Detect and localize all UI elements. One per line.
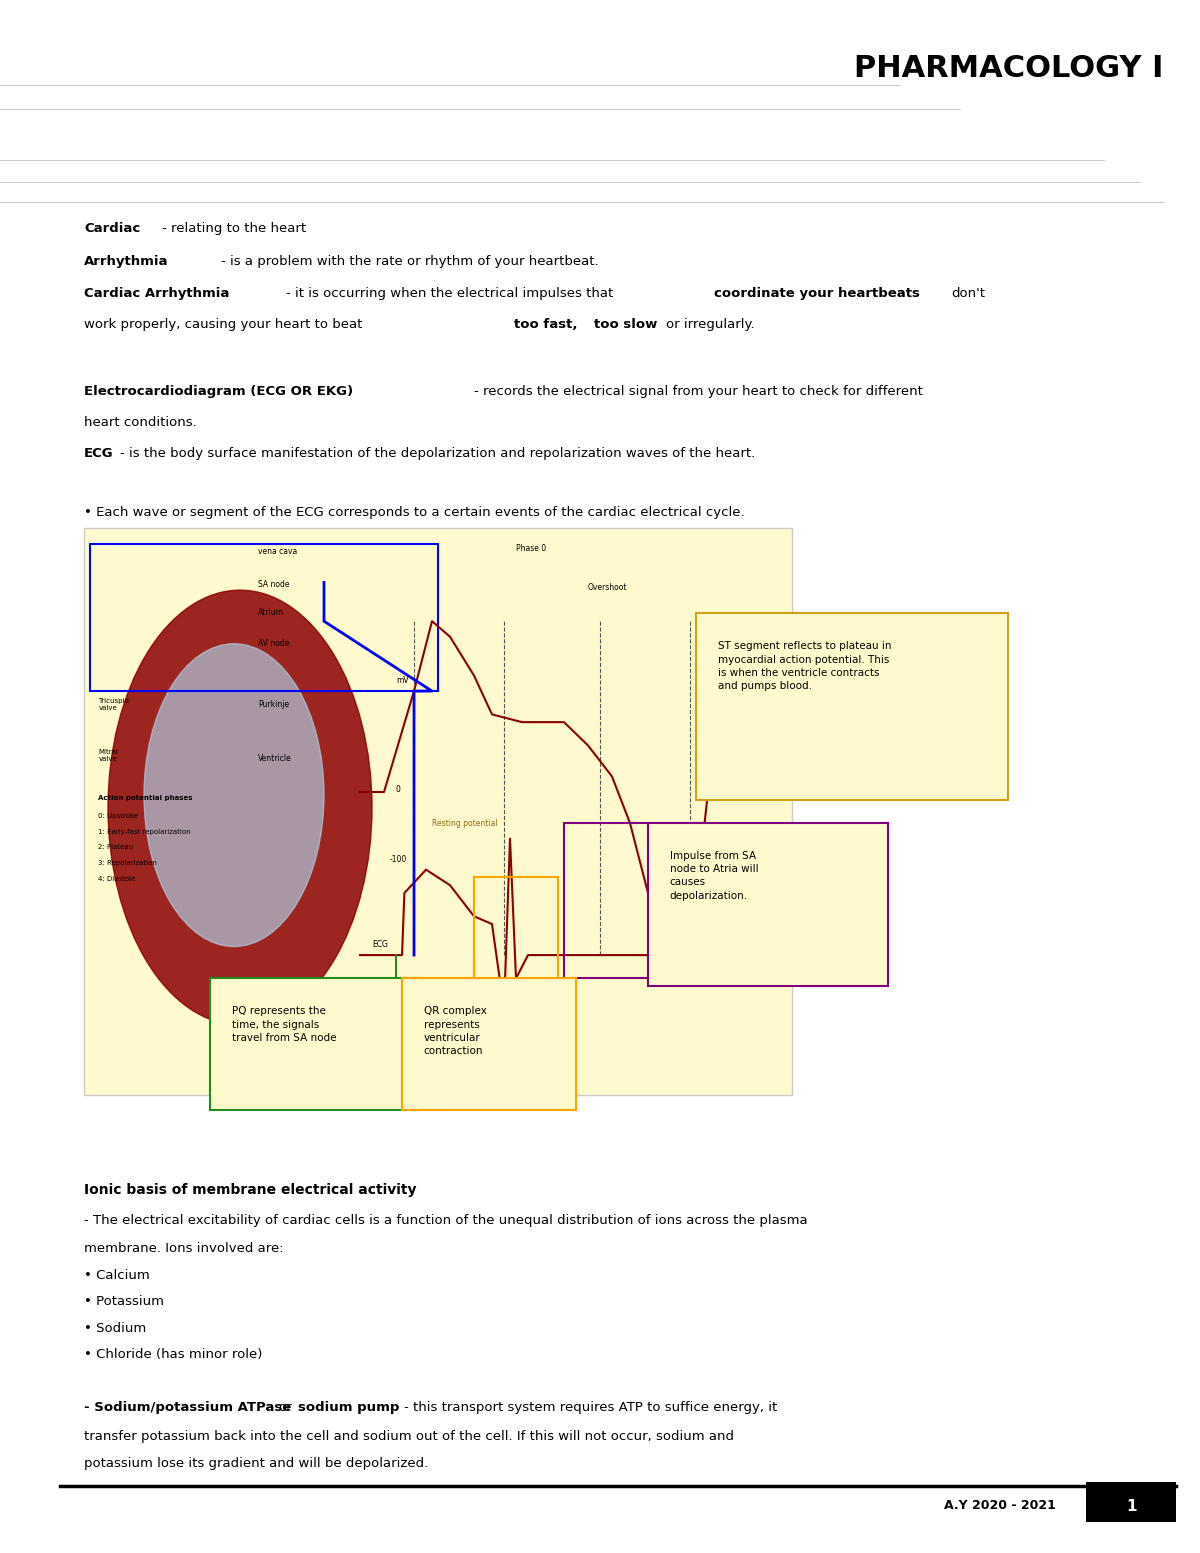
Text: AV node: AV node: [258, 638, 289, 648]
Text: heart conditions.: heart conditions.: [84, 416, 197, 429]
Text: 0: 0: [396, 784, 401, 794]
Text: too fast,: too fast,: [514, 318, 577, 331]
Text: 3: Repolarization: 3: Repolarization: [98, 860, 157, 867]
Text: • Potassium: • Potassium: [84, 1295, 164, 1308]
Text: 1: Early-fast repolarization: 1: Early-fast repolarization: [98, 829, 191, 836]
Text: vena cava: vena cava: [258, 547, 298, 556]
Text: or irregularly.: or irregularly.: [666, 318, 755, 331]
Text: A.Y 2020 - 2021: A.Y 2020 - 2021: [944, 1499, 1056, 1511]
Text: membrane. Ions involved are:: membrane. Ions involved are:: [84, 1242, 283, 1255]
FancyBboxPatch shape: [1086, 1482, 1176, 1522]
Text: -100: -100: [390, 854, 407, 863]
Text: • Each wave or segment of the ECG corresponds to a certain events of the cardiac: • Each wave or segment of the ECG corres…: [84, 506, 745, 519]
Text: - is the body surface manifestation of the depolarization and repolarization wav: - is the body surface manifestation of t…: [120, 447, 755, 460]
Text: coordinate your heartbeats: coordinate your heartbeats: [714, 287, 920, 300]
Text: Ionic basis of membrane electrical activity: Ionic basis of membrane electrical activ…: [84, 1183, 416, 1197]
Text: PHARMACOLOGY I: PHARMACOLOGY I: [854, 54, 1164, 84]
Text: SA node: SA node: [258, 579, 289, 589]
Text: Action potential phases: Action potential phases: [98, 795, 193, 801]
Text: - it is occurring when the electrical impulses that: - it is occurring when the electrical im…: [286, 287, 613, 300]
Text: too slow: too slow: [594, 318, 658, 331]
Text: ECG: ECG: [84, 447, 114, 460]
Text: • Chloride (has minor role): • Chloride (has minor role): [84, 1348, 263, 1360]
FancyBboxPatch shape: [648, 823, 888, 986]
Text: Phase 0: Phase 0: [516, 544, 546, 553]
Text: Overshoot: Overshoot: [588, 582, 628, 592]
FancyBboxPatch shape: [210, 978, 420, 1110]
Text: 2: Plateau: 2: Plateau: [98, 845, 133, 851]
Text: - Sodium/potassium ATPase: - Sodium/potassium ATPase: [84, 1401, 292, 1413]
Text: • Calcium: • Calcium: [84, 1269, 150, 1281]
Text: ST segment reflects to plateau in
myocardial action potential. This
is when the : ST segment reflects to plateau in myocar…: [718, 641, 892, 691]
Text: potassium lose its gradient and will be depolarized.: potassium lose its gradient and will be …: [84, 1457, 428, 1469]
Text: sodium pump: sodium pump: [298, 1401, 398, 1413]
Text: - The electrical excitability of cardiac cells is a function of the unequal dist: - The electrical excitability of cardiac…: [84, 1214, 808, 1227]
Text: Arrhythmia: Arrhythmia: [84, 255, 168, 267]
Text: QR complex
represents
ventricular
contraction: QR complex represents ventricular contra…: [424, 1006, 486, 1056]
Text: Ventricle: Ventricle: [258, 753, 292, 763]
Ellipse shape: [144, 643, 324, 946]
FancyBboxPatch shape: [402, 978, 576, 1110]
Text: transfer potassium back into the cell and sodium out of the cell. If this will n: transfer potassium back into the cell an…: [84, 1430, 734, 1443]
Text: or: or: [278, 1401, 292, 1413]
Text: 1: 1: [1127, 1499, 1136, 1514]
Text: Mitral
valve: Mitral valve: [98, 749, 119, 763]
Text: Cardiac: Cardiac: [84, 222, 140, 235]
Ellipse shape: [108, 590, 372, 1025]
Text: - is a problem with the rate or rhythm of your heartbeat.: - is a problem with the rate or rhythm o…: [221, 255, 599, 267]
Text: - relating to the heart: - relating to the heart: [162, 222, 306, 235]
Text: Atrium: Atrium: [258, 607, 284, 617]
Text: 0: Upstroke: 0: Upstroke: [98, 814, 138, 820]
Text: ECG: ECG: [372, 940, 388, 949]
Text: work properly, causing your heart to beat: work properly, causing your heart to bea…: [84, 318, 367, 331]
Text: mV: mV: [396, 676, 409, 685]
Text: Electrocardiodiagram (ECG OR EKG): Electrocardiodiagram (ECG OR EKG): [84, 385, 353, 398]
Text: Purkinje: Purkinje: [258, 699, 289, 708]
Text: Cardiac Arrhythmia: Cardiac Arrhythmia: [84, 287, 229, 300]
Text: PQ represents the
time, the signals
travel from SA node: PQ represents the time, the signals trav…: [232, 1006, 336, 1042]
Text: - this transport system requires ATP to suffice energy, it: - this transport system requires ATP to …: [404, 1401, 778, 1413]
Text: don't: don't: [952, 287, 985, 300]
Text: Tricuspid
valve: Tricuspid valve: [98, 697, 130, 711]
Text: • Sodium: • Sodium: [84, 1322, 146, 1334]
Text: Impulse from SA
node to Atria will
causes
depolarization.: Impulse from SA node to Atria will cause…: [670, 851, 758, 901]
Text: Resting potential: Resting potential: [432, 818, 498, 828]
Text: 4: Diastole: 4: Diastole: [98, 876, 136, 882]
Text: - records the electrical signal from your heart to check for different: - records the electrical signal from you…: [474, 385, 923, 398]
FancyBboxPatch shape: [696, 613, 1008, 800]
FancyBboxPatch shape: [84, 528, 792, 1095]
